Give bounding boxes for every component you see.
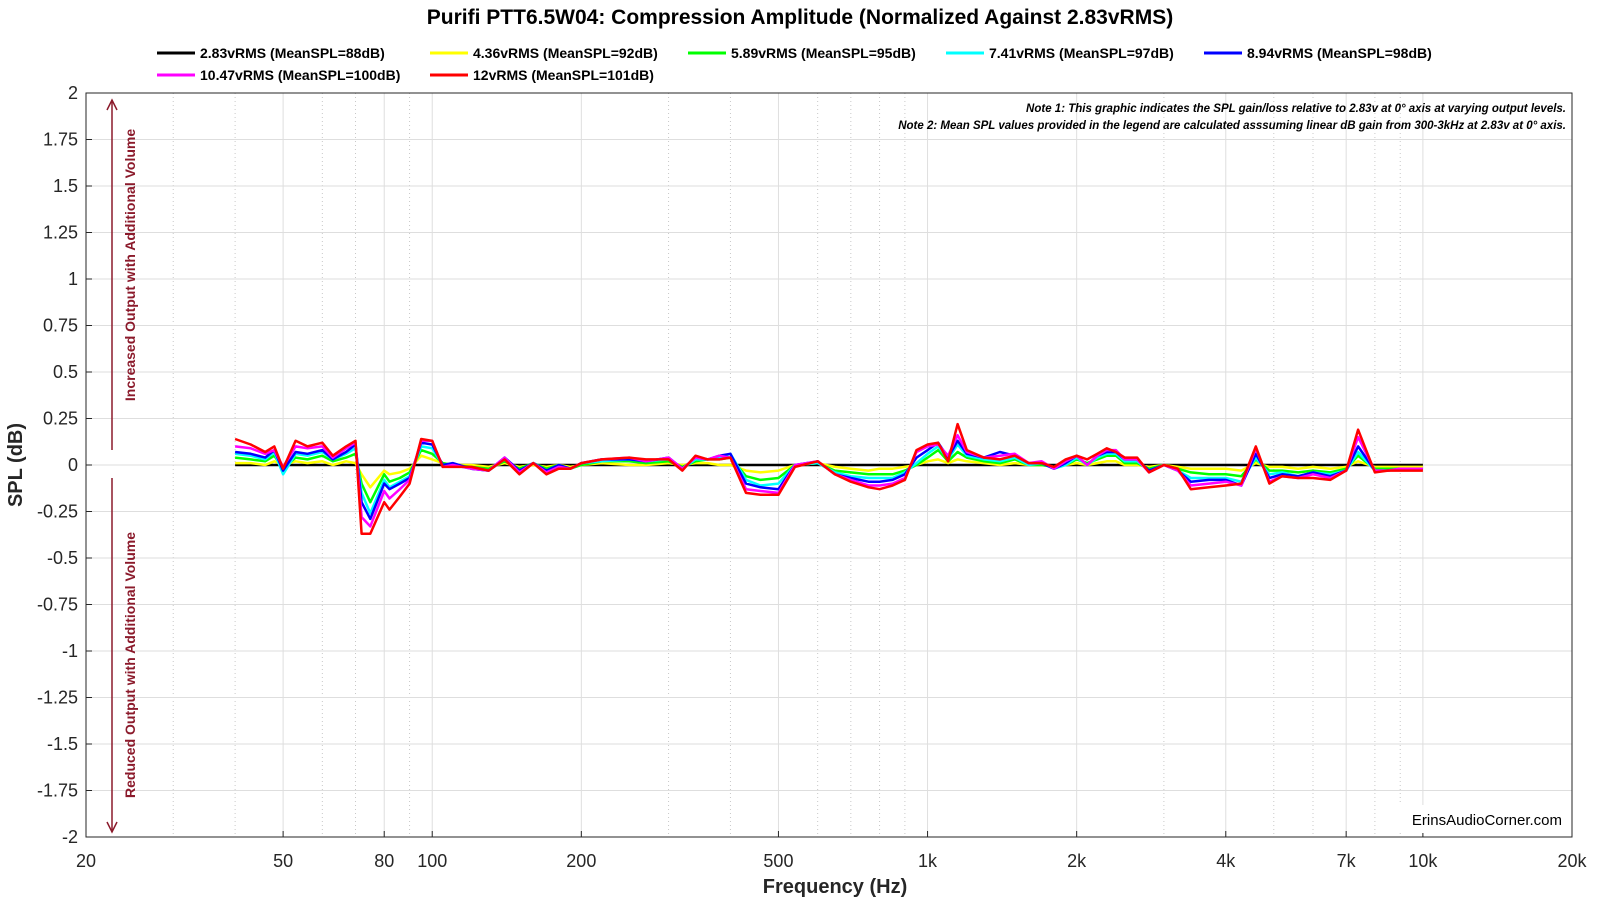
series-line [234,422,1423,536]
y-tick-labels: 2 1.75 1.5 1.25 1 0.75 0.5 0.25 0 -0.25 -0.5 -0.75 -… [37,83,92,847]
x-tick-label: 4k [1216,851,1236,871]
note-2: Note 2: Mean SPL values provided in the … [898,120,1566,132]
y-tick-label: 1 [68,269,78,289]
x-tick-label: 500 [763,851,793,871]
legend-label: 8.94vRMS (MeanSPL=98dB) [1247,45,1432,61]
x-tick-labels: 20 50 80 100 200 500 1k 2k 4k 7k 10k 20k [76,831,1588,871]
series-line [234,443,1423,515]
y-tick-label: 0.75 [43,316,78,336]
y-tick-label: -1 [62,641,78,661]
y-tick-label: 0.5 [53,362,78,382]
x-tick-label: 2k [1067,851,1087,871]
y-tick-label: 0.25 [43,409,78,429]
y-tick-label: -0.75 [37,595,78,615]
legend-label: 5.89vRMS (MeanSPL=95dB) [731,45,916,61]
x-tick-label: 100 [417,851,447,871]
watermark-background [1399,805,1569,833]
x-tick-label: 20 [76,851,96,871]
x-axis-label: Frequency (Hz) [763,876,907,898]
x-tick-label: 1k [918,851,938,871]
legend-label: 12vRMS (MeanSPL=101dB) [473,67,654,83]
x-tick-label: 20k [1557,851,1587,871]
legend-label: 7.41vRMS (MeanSPL=97dB) [989,45,1174,61]
series-line [235,454,1423,489]
watermark: ErinsAudioCorner.com [1412,812,1562,829]
y-tick-label: 1.75 [43,130,78,150]
legend-label: 4.36vRMS (MeanSPL=92dB) [473,45,658,61]
y-tick-label: -0.5 [47,548,78,568]
x-tick-label: 80 [374,851,394,871]
y-tick-label: -1.5 [47,734,78,754]
y-tick-label: 1.5 [53,176,78,196]
x-tick-label: 10k [1408,851,1438,871]
y-tick-label: -1.75 [37,781,78,801]
y-tick-label: -2 [62,827,78,847]
series-lines [234,422,1423,536]
x-tick-label: 50 [273,851,293,871]
note-1: Note 1: This graphic indicates the SPL g… [1026,103,1566,115]
upper-side-annotation: Increased Output with Additional Volume [122,129,138,401]
legend-label: 2.83vRMS (MeanSPL=88dB) [200,45,385,61]
legend: 2.83vRMS (MeanSPL=88dB) 4.36vRMS (MeanSPL… [157,45,1432,83]
y-axis-label: SPL (dB) [5,423,27,507]
series-line [234,448,1423,504]
lower-side-annotation: Reduced Output with Additional Volume [122,532,138,798]
x-tick-label: 200 [566,851,596,871]
x-tick-label: 7k [1337,851,1357,871]
chart-title: Purifi PTT6.5W04: Compression Amplitude … [427,6,1173,29]
y-tick-label: 0 [68,455,78,475]
y-tick-label: -1.25 [37,688,78,708]
y-tick-label: 1.25 [43,223,78,243]
y-tick-label: 2 [68,83,78,103]
upper-arrow [106,98,118,450]
lower-arrow [106,478,118,834]
y-tick-label: -0.25 [37,502,78,522]
legend-label: 10.47vRMS (MeanSPL=100dB) [200,67,400,83]
